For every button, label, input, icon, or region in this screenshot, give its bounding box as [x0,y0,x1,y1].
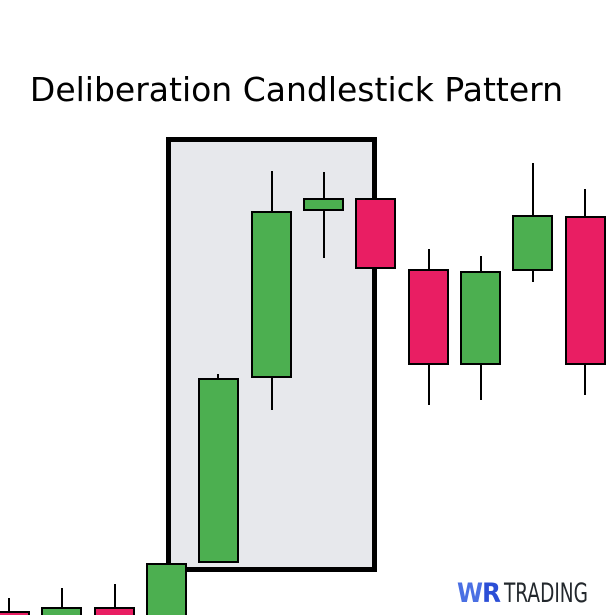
candle-bearish [94,607,135,615]
candle-bullish [303,198,344,211]
candle-bullish [512,215,553,271]
wr-trading-logo: W R TRADING [453,577,603,609]
candle-wick [322,172,325,258]
candle-bearish [408,269,449,365]
candle-bearish [0,611,30,615]
wr-trading-logo-svg: W R TRADING [457,578,588,609]
candle-wick [60,588,63,615]
candle-bullish [460,271,501,365]
logo-letter-w: W [457,578,483,609]
candle-bullish [197,378,239,563]
candle-bullish [41,607,82,615]
candle-wick [113,584,116,615]
candle-bullish [146,563,187,615]
candle-bullish [251,211,292,378]
candle-bearish [564,216,606,365]
candle-bearish [355,198,396,269]
page-title: Deliberation Candlestick Pattern [29,70,564,109]
logo-wordmark: TRADING [503,578,588,609]
candle-wick [8,598,10,615]
logo-letter-r: R [482,578,501,609]
